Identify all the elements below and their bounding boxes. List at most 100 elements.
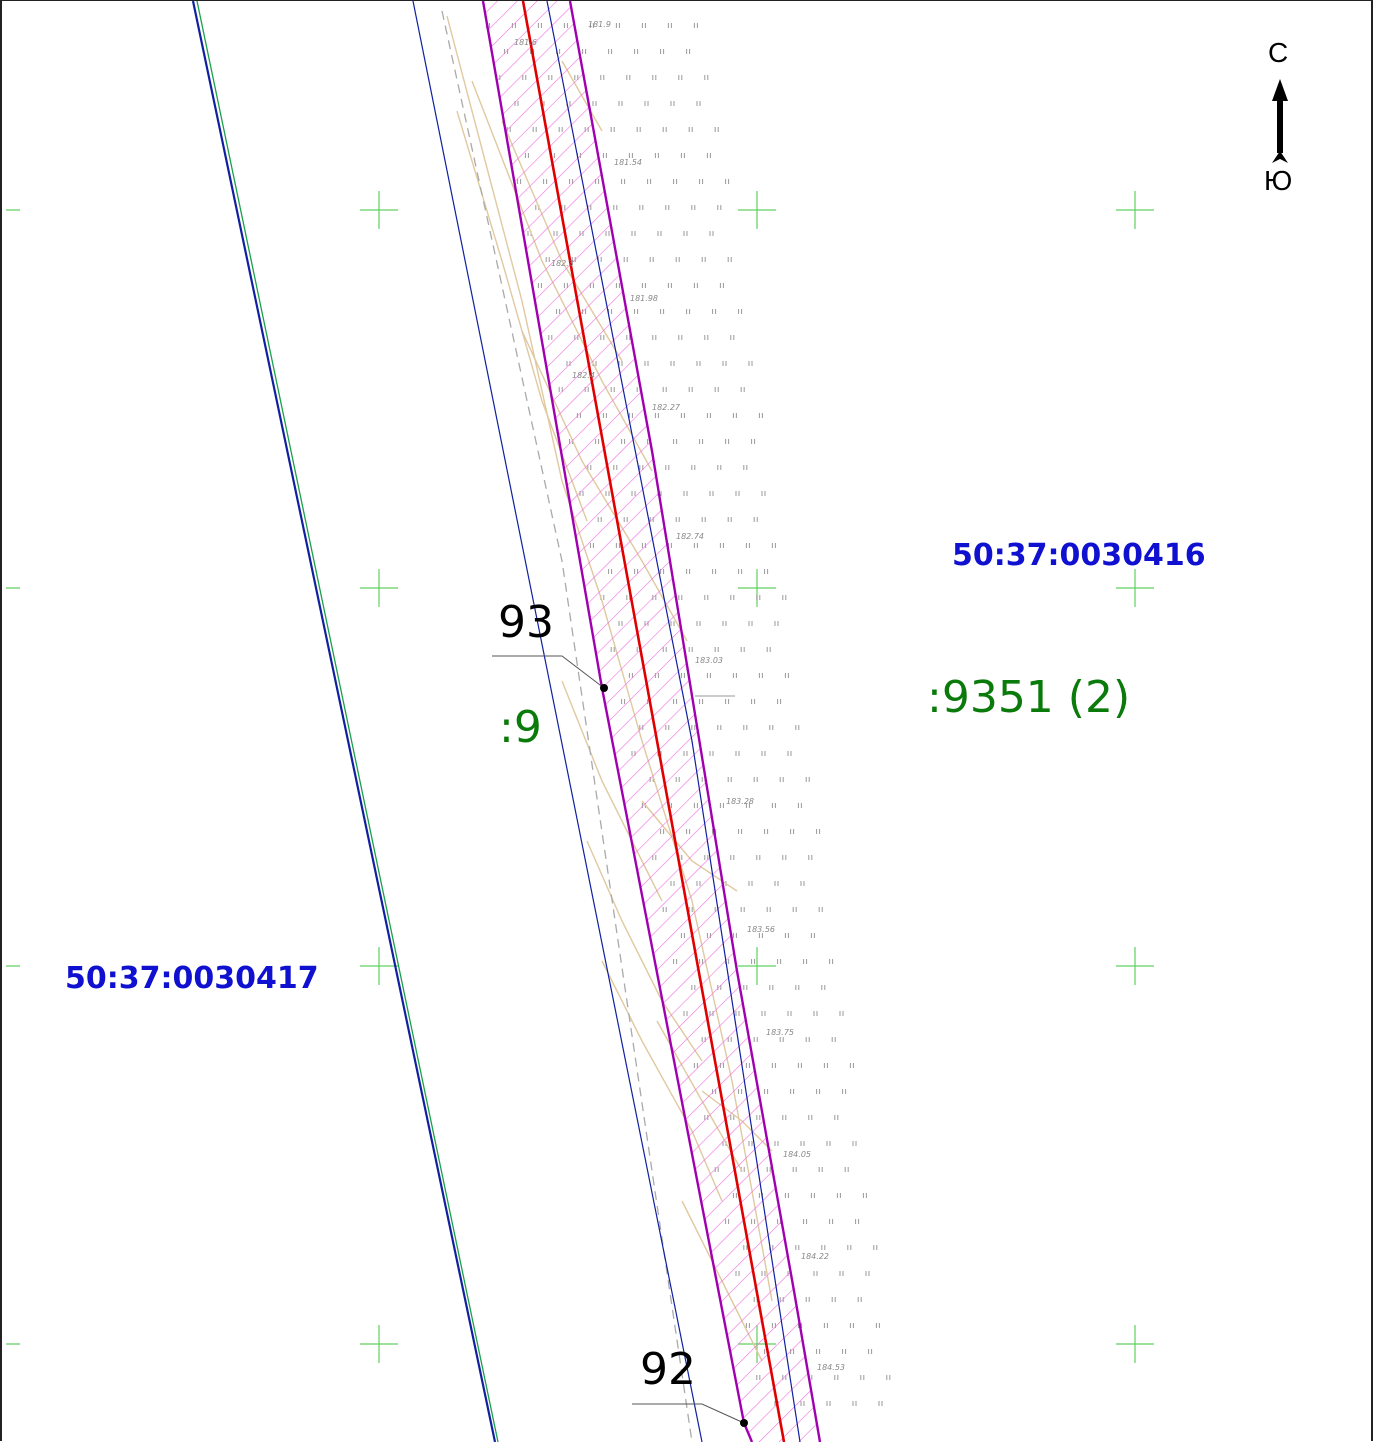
- grid-cross: [1116, 569, 1154, 607]
- meadow-tick: [678, 335, 683, 340]
- meadow-tick: [842, 1089, 847, 1094]
- meadow-tick: [686, 309, 691, 314]
- meadow-tick: [797, 1063, 802, 1068]
- meadow-tick: [862, 1193, 867, 1198]
- meadow-tick: [803, 959, 808, 964]
- meadow-tick: [847, 1245, 852, 1250]
- meadow-tick: [644, 101, 649, 106]
- meadow-tick: [852, 1401, 857, 1406]
- meadow-tick: [670, 361, 675, 366]
- meadow-tick: [792, 1167, 797, 1172]
- quarter-label[interactable]: 50:37:0030417: [65, 961, 319, 996]
- meadow-tick: [639, 205, 644, 210]
- meadow-tick: [758, 413, 763, 418]
- axis-line: [521, 1, 786, 1442]
- point-number-label: 93: [498, 597, 554, 648]
- meadow-tick: [699, 179, 704, 184]
- meadow-tick: [805, 1297, 810, 1302]
- meadow-tick: [748, 881, 753, 886]
- meadow-tick: [673, 439, 678, 444]
- meadow-tick: [686, 49, 691, 54]
- elevation-mark: 183.28: [726, 797, 754, 806]
- meadow-tick: [626, 75, 631, 80]
- meadow-tick: [865, 1271, 870, 1276]
- meadow-tick: [719, 283, 724, 288]
- meadow-tick: [709, 231, 714, 236]
- meadow-tick: [589, 23, 594, 28]
- meadow-tick: [813, 1011, 818, 1016]
- meadow-tick: [657, 231, 662, 236]
- meadow-tick: [660, 309, 665, 314]
- elevation-mark: 181.9: [588, 20, 611, 29]
- meadow-tick: [764, 829, 769, 834]
- meadow-tick: [816, 1349, 821, 1354]
- meadow-tick: [800, 881, 805, 886]
- elevation-mark: 182.3: [551, 259, 574, 268]
- meadow-tick: [808, 1115, 813, 1120]
- parcel-label[interactable]: :9: [499, 702, 542, 753]
- meadow-tick: [738, 829, 743, 834]
- meadow-tick: [722, 361, 727, 366]
- meadow-tick: [761, 751, 766, 756]
- meadow-tick: [878, 1401, 883, 1406]
- meadow-tick: [644, 361, 649, 366]
- meadow-tick: [727, 777, 732, 782]
- meadow-tick: [719, 543, 724, 548]
- meadow-tick: [774, 621, 779, 626]
- meadow-tick: [631, 231, 636, 236]
- meadow-tick: [751, 699, 756, 704]
- meadow-tick: [758, 673, 763, 678]
- parcel-label[interactable]: :9351 (2): [927, 672, 1131, 723]
- meadow-tick: [839, 1011, 844, 1016]
- meadow-tick: [842, 1349, 847, 1354]
- meadow-tick: [613, 205, 618, 210]
- meadow-tick: [769, 725, 774, 730]
- point-93-marker[interactable]: [600, 684, 608, 692]
- meadow-tick: [696, 361, 701, 366]
- meadow-tick: [615, 23, 620, 28]
- meadow-tick: [823, 1063, 828, 1068]
- elevation-mark: 181.6: [514, 38, 537, 47]
- quarter-label[interactable]: 50:37:0030416: [952, 538, 1206, 573]
- point-92-marker[interactable]: [740, 1419, 748, 1427]
- meadow-tick: [688, 127, 693, 132]
- meadow-tick: [834, 1375, 839, 1380]
- meadow-tick: [787, 1011, 792, 1016]
- meadow-tick: [592, 101, 597, 106]
- meadow-tick: [732, 933, 737, 938]
- meadow-tick: [673, 179, 678, 184]
- meadow-tick: [808, 855, 813, 860]
- meadow-tick: [797, 803, 802, 808]
- meadow-tick: [701, 257, 706, 262]
- meadow-tick: [779, 777, 784, 782]
- elevation-mark: 184.53: [817, 1363, 845, 1372]
- meadow-tick: [829, 1219, 834, 1224]
- meadow-tick: [717, 725, 722, 730]
- meadow-tick: [652, 335, 657, 340]
- meadow-tick: [704, 335, 709, 340]
- meadow-tick: [813, 1271, 818, 1276]
- meadow-tick: [667, 283, 672, 288]
- meadow-tick: [696, 621, 701, 626]
- meadow-tick: [706, 673, 711, 678]
- point-92-leader: [632, 1403, 745, 1424]
- meadow-tick: [738, 569, 743, 574]
- meadow-tick: [678, 595, 683, 600]
- meadow-tick: [844, 1167, 849, 1172]
- meadow-tick: [725, 179, 730, 184]
- meadow-tick: [829, 959, 834, 964]
- meadow-tick: [740, 647, 745, 652]
- meadow-tick: [670, 101, 675, 106]
- meadow-tick: [600, 75, 605, 80]
- meadow-tick: [821, 985, 826, 990]
- meadow-tick: [641, 283, 646, 288]
- meadow-tick: [699, 439, 704, 444]
- meadow-tick: [699, 699, 704, 704]
- meadow-tick: [680, 413, 685, 418]
- meadow-tick: [730, 335, 735, 340]
- meadow-tick: [641, 23, 646, 28]
- grid-cross: [1116, 947, 1154, 985]
- meadow-tick: [725, 439, 730, 444]
- elevation-mark: 184.05: [783, 1150, 811, 1159]
